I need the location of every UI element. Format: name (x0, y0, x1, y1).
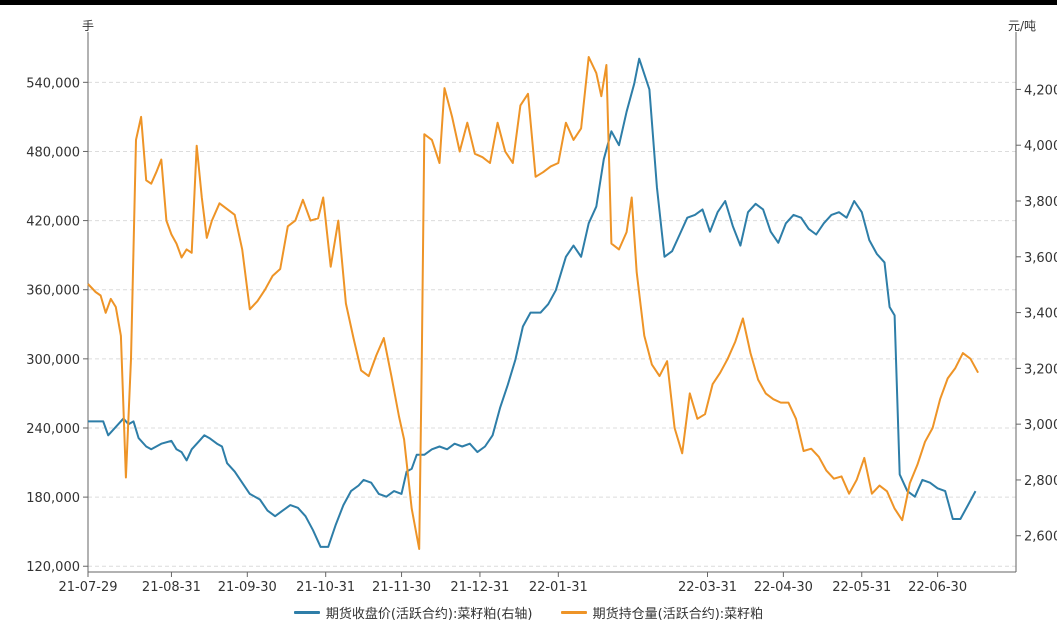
right-tick-label: 2,600 (1024, 530, 1057, 545)
right-tick-label: 4,200 (1024, 83, 1057, 98)
x-tick-label: 22-05-31 (832, 580, 891, 595)
x-axis: 21-07-29 21-08-31 21-09-30 21-10-31 21-11-30… (58, 571, 1016, 595)
left-tick-label: 360,000 (26, 284, 80, 299)
legend-swatch-open-interest (560, 611, 587, 614)
right-tick-label: 3,000 (1024, 418, 1057, 433)
right-axis: 2,600 2,800 3,000 3,200 3,400 3,600 3,800 4,000… (1015, 32, 1057, 572)
x-tick-label: 22-06-30 (908, 580, 967, 595)
right-tick-label: 2,800 (1024, 474, 1057, 489)
right-tick-label: 3,400 (1024, 307, 1057, 322)
series-line-close-price (88, 57, 977, 548)
line-chart: 120,000 180,000 240,000 300,000 360,000 420,0… (26, 19, 1057, 595)
gridlines (88, 81, 1016, 567)
x-tick-label: 21-09-30 (218, 580, 277, 595)
legend-swatch-close-price (293, 611, 320, 614)
left-tick-label: 240,000 (26, 422, 80, 437)
left-tick-label: 120,000 (26, 560, 80, 575)
legend: 期货收盘价(活跃合约):菜籽粕(右轴) 期货持仓量(活跃合约):菜籽粕 (0, 603, 1057, 622)
x-tick-label: 21-07-29 (58, 580, 117, 595)
right-tick-label: 3,600 (1024, 251, 1057, 266)
left-axis-unit: 手 (82, 19, 94, 33)
legend-item-close-price[interactable]: 期货收盘价(活跃合约):菜籽粕(右轴) (293, 603, 533, 622)
left-tick-label: 540,000 (26, 76, 80, 91)
x-tick-label: 22-04-30 (754, 580, 813, 595)
left-tick-label: 180,000 (26, 491, 80, 506)
legend-label-open-interest: 期货持仓量(活跃合约):菜籽粕 (592, 607, 764, 622)
legend-item-open-interest[interactable]: 期货持仓量(活跃合约):菜籽粕 (560, 603, 764, 622)
right-tick-label: 3,800 (1024, 195, 1057, 210)
right-tick-label: 3,200 (1024, 362, 1057, 377)
x-tick-label: 21-11-30 (372, 580, 431, 595)
series-layer (87, 56, 979, 550)
x-tick-label: 21-12-31 (450, 580, 509, 595)
right-axis-unit: 元/吨 (1008, 19, 1036, 33)
x-tick-label: 21-08-31 (142, 580, 201, 595)
x-tick-label: 22-03-31 (678, 580, 737, 595)
right-tick-label: 4,000 (1024, 139, 1057, 154)
top-border (0, 0, 1057, 5)
series-line-open-interest (87, 56, 979, 550)
x-tick-label: 21-10-31 (296, 580, 355, 595)
x-tick-label: 22-01-31 (529, 580, 588, 595)
left-axis: 120,000 180,000 240,000 300,000 360,000 420,0… (26, 32, 89, 575)
left-tick-label: 480,000 (26, 145, 80, 160)
legend-label-close-price: 期货收盘价(活跃合约):菜籽粕(右轴) (325, 607, 533, 622)
left-tick-label: 300,000 (26, 353, 80, 368)
left-tick-label: 420,000 (26, 215, 80, 230)
